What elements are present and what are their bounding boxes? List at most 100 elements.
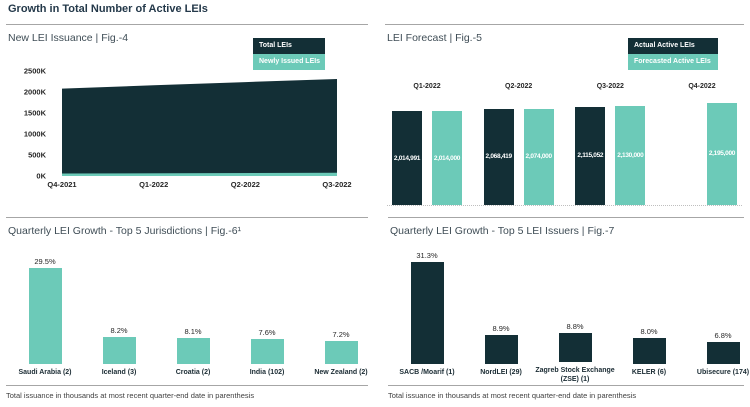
bar-item: 7.2% New Zealand (2) xyxy=(304,251,378,384)
x-axis-label: Q1-2022 xyxy=(139,180,168,189)
panel-top5-lei-issuers: Quarterly LEI Growth - Top 5 LEI Issuers… xyxy=(388,217,749,401)
bar-stack: 7.6% xyxy=(250,251,284,364)
bar-value-label: 2,115,052 xyxy=(577,152,604,160)
actual-bar: 2,014,991 xyxy=(392,111,422,205)
bar-value-label: 8.0% xyxy=(640,327,658,336)
bar-item: 8.2% Iceland (3) xyxy=(82,251,156,384)
bar xyxy=(102,337,136,364)
bar-value-label: 2,068,419 xyxy=(485,153,513,161)
panel-lei-forecast: LEI Forecast | Fig.-5 Actual Active LEIs… xyxy=(385,24,744,207)
bar-item: 6.8% Ubisecure (174) xyxy=(686,251,750,384)
bar-item: 8.1% Croatia (2) xyxy=(156,251,230,384)
x-axis-label: Croatia (2) xyxy=(175,369,211,376)
x-axis-label: Q2-2022 xyxy=(505,83,533,90)
bar-stack: 8.2% xyxy=(102,251,136,364)
bar-value-label: 8.9% xyxy=(492,324,510,334)
bar-group: Q1-2022 2,014,991 2,014,000 xyxy=(391,83,463,205)
chart-title-fig7: Quarterly LEI Growth - Top 5 LEI Issuers… xyxy=(390,225,615,237)
bar-pair: 2,068,419 2,074,000 xyxy=(483,99,554,205)
bar-stack: 8.1% xyxy=(176,251,210,364)
bar-item: 8.0% KELER (6) xyxy=(612,251,686,384)
bar-value-label: 8.2% xyxy=(110,326,128,336)
x-axis-label: India (102) xyxy=(249,369,285,376)
x-axis-label: KELER (6) xyxy=(631,369,667,376)
total-leis-area xyxy=(62,79,337,176)
area-chart-fig4: 0K 500K 1000K 1500K 2000K 2500K Q4-2021 Q1-2022… xyxy=(24,67,352,190)
x-axis-label: Q3-2022 xyxy=(596,83,624,90)
bar-pair: 2,195,000 xyxy=(667,99,737,205)
bar-value-label: 7.6% xyxy=(258,328,276,338)
forecast-bar: 2,014,000 xyxy=(432,111,462,205)
legend-item-total-leis: Total LEIs xyxy=(253,38,325,54)
bar-pair: 2,115,052 2,130,000 xyxy=(575,99,646,205)
bar-group: Q3-2022 2,115,052 2,130,000 xyxy=(574,83,646,205)
bar-value-label: 2,014,000 xyxy=(433,154,461,162)
y-axis-tick-label: 2000K xyxy=(24,88,47,97)
bar-pair: 2,014,991 2,014,000 xyxy=(392,99,462,205)
bar-item: 7.6% India (102) xyxy=(230,251,304,384)
x-axis-label: Q1-2022 xyxy=(413,83,441,90)
bar-value-label: 31.3% xyxy=(416,251,438,261)
forecast-bar: 2,074,000 xyxy=(523,108,554,205)
x-axis-label: New Zealand (2) xyxy=(314,369,368,376)
panel-new-lei-issuance: New LEI Issuance | Fig.-4 Total LEIs New… xyxy=(6,24,368,207)
bar-value-label: 8.8% xyxy=(566,322,584,332)
bar-group: Q2-2022 2,068,419 2,074,000 xyxy=(483,83,555,205)
bar-value-label: 2,130,000 xyxy=(617,151,644,159)
forecast-bar: 2,195,000 xyxy=(706,102,737,205)
bar-stack: 8.0% xyxy=(632,251,666,364)
legend-item-forecasted-active-leis: Forecasted Active LEIs xyxy=(628,54,718,70)
x-axis-label: Zagreb Stock Exchange (ZSE) (1) xyxy=(535,366,615,383)
actual-bar: 2,115,052 xyxy=(575,106,606,205)
bar xyxy=(410,262,444,364)
bar-stack: 8.8% xyxy=(558,251,592,362)
y-axis-tick-label: 1500K xyxy=(24,109,47,118)
x-axis-label: NordLEI (29) xyxy=(480,369,522,376)
bar-value-label: 2,014,991 xyxy=(393,154,421,162)
chart-title-fig4: New LEI Issuance | Fig.-4 xyxy=(8,32,129,44)
bar-value-label: 2,074,000 xyxy=(525,153,553,161)
bar xyxy=(324,340,358,364)
actual-bar: 2,068,419 xyxy=(483,108,514,205)
legend-item-actual-active-leis: Actual Active LEIs xyxy=(628,38,718,54)
newly-issued-area xyxy=(62,172,337,176)
x-axis-label: Saudi Arabia (2) xyxy=(18,369,72,376)
y-axis-tick-label: 500K xyxy=(28,151,47,160)
bar-item: 31.3% SACB /Moarif (1) xyxy=(390,251,464,384)
chart-title-fig6: Quarterly LEI Growth - Top 5 Jurisdictio… xyxy=(8,225,242,237)
y-axis-tick-label: 2500K xyxy=(24,67,47,76)
legend-fig4: Total LEIs Newly Issued LEIs xyxy=(253,38,325,70)
bar-chart-fig6: 29.5% Saudi Arabia (2) 8.2% Iceland (3) 8.1%… xyxy=(6,251,368,384)
bar-value-label: 29.5% xyxy=(34,257,56,267)
bar xyxy=(706,341,740,364)
bar-value-label: 7.2% xyxy=(332,329,350,339)
x-axis-label: Iceland (3) xyxy=(101,369,137,376)
bar-item: 8.8% Zagreb Stock Exchange (ZSE) (1) xyxy=(535,251,615,384)
bar-stack: 7.2% xyxy=(324,251,358,364)
x-axis-label: Q4-2021 xyxy=(47,180,76,189)
bar-group: Q4-2022 2,195,000 xyxy=(666,83,738,205)
x-axis-label: Ubisecure (174) xyxy=(696,369,750,376)
x-axis-label: Q3-2022 xyxy=(322,180,351,189)
x-axis-label: Q4-2022 xyxy=(688,83,716,90)
bar xyxy=(28,268,62,364)
page-title: Growth in Total Number of Active LEIs xyxy=(8,3,208,15)
bar-item: 29.5% Saudi Arabia (2) xyxy=(8,251,82,384)
bar-value-label: 6.8% xyxy=(714,330,732,340)
panel-top5-jurisdictions: Quarterly LEI Growth - Top 5 Jurisdictio… xyxy=(6,217,368,401)
legend-fig5: Actual Active LEIs Forecasted Active LEI… xyxy=(628,38,718,70)
bar-item: 8.9% NordLEI (29) xyxy=(464,251,538,384)
y-axis-tick-label: 0K xyxy=(36,172,46,181)
forecast-bar: 2,130,000 xyxy=(615,105,646,205)
legend-item-newly-issued-leis: Newly Issued LEIs xyxy=(253,54,325,70)
bar xyxy=(558,333,592,362)
x-axis-label: Q2-2022 xyxy=(231,180,260,189)
x-axis-label: SACB /Moarif (1) xyxy=(399,369,455,376)
footnote-fig7: Total issuance in thousands at most rece… xyxy=(388,385,744,400)
bar xyxy=(250,339,284,364)
bar-stack: 29.5% xyxy=(28,251,62,364)
bar xyxy=(484,335,518,364)
y-axis-tick-label: 1000K xyxy=(24,130,47,139)
chart-title-fig5: LEI Forecast | Fig.-5 xyxy=(387,32,482,44)
